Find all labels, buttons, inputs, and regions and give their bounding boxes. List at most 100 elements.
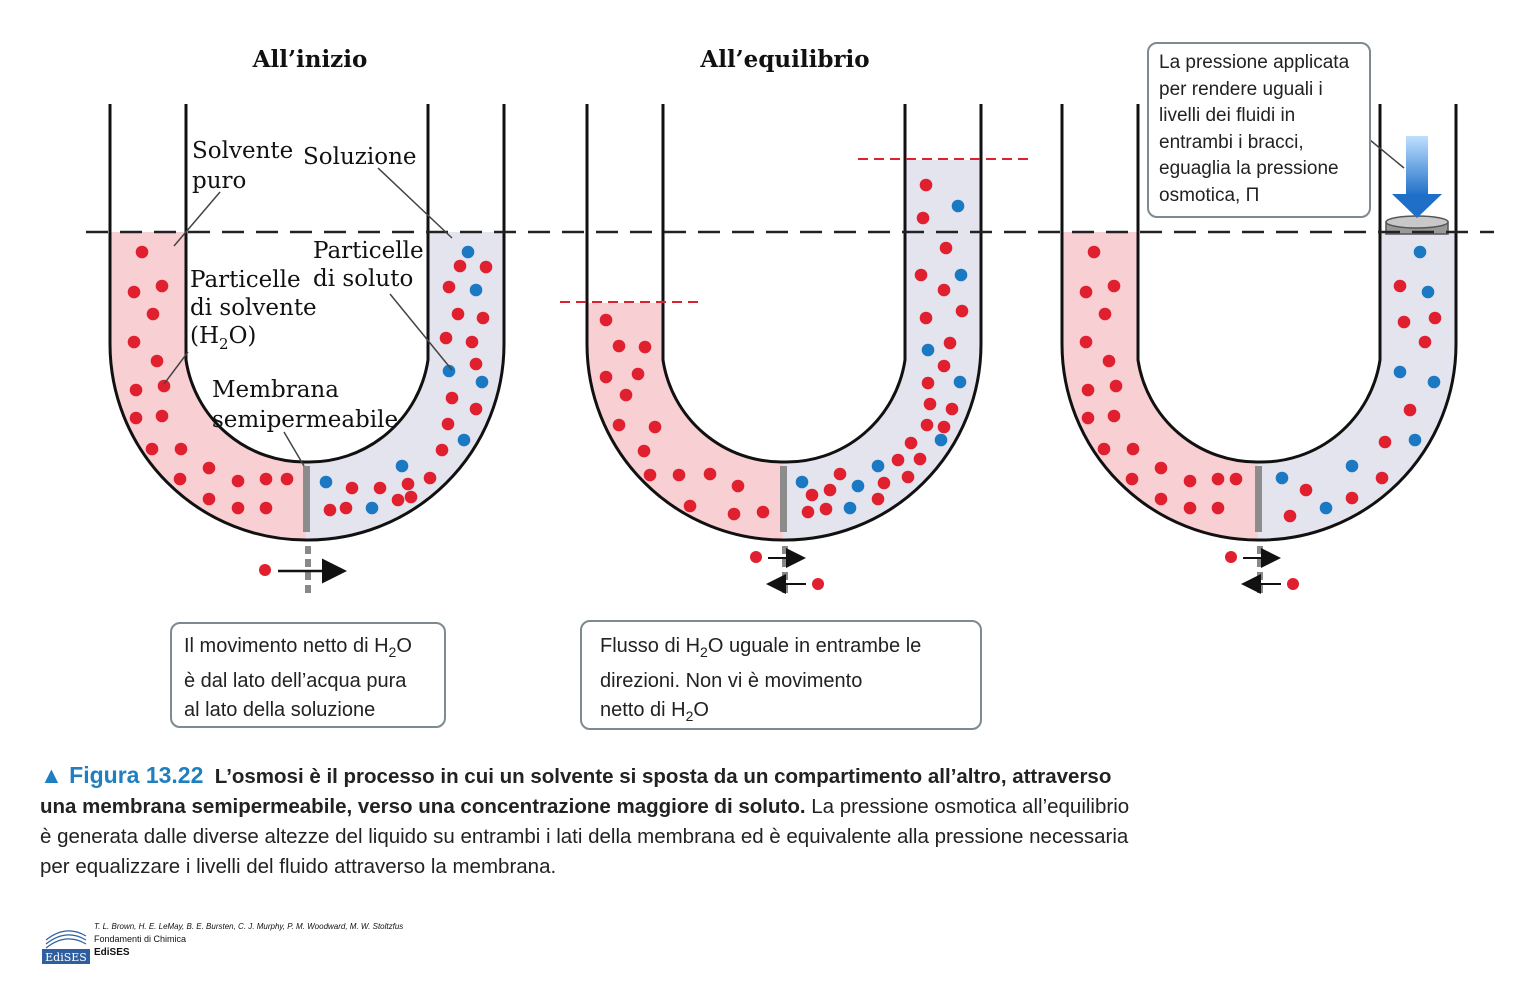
solvent-particle (801, 505, 815, 519)
solvent-particle (259, 472, 273, 486)
pressure-arrow-icon (1392, 136, 1442, 218)
solvent-particle (919, 311, 933, 325)
solute-particle (442, 364, 456, 378)
equal-flow-box: Flusso di H2O uguale in entrambe le dire… (580, 620, 982, 730)
solvent-particle (173, 472, 187, 486)
box-text: direzioni. Non vi è movimento (600, 670, 863, 692)
solvent-particle (231, 474, 245, 488)
solvent-particle (823, 483, 837, 497)
tube-inner-wall (184, 104, 430, 464)
solvent-particle (479, 260, 493, 274)
solvent-particle (451, 307, 465, 321)
solvent-particle (1079, 285, 1093, 299)
solvent-particle (631, 367, 645, 381)
box-text: Il movimento netto di H (184, 635, 389, 657)
solvent-particle (1397, 315, 1411, 329)
solvent-particle (1102, 354, 1116, 368)
solvent-particle (1211, 472, 1225, 486)
solvent-particle (391, 493, 405, 507)
solvent-particle (1081, 411, 1095, 425)
publisher-logo: EdiSES (42, 920, 90, 964)
box-text: è dal lato dell’acqua pura (184, 670, 407, 692)
solvent-particle (683, 499, 697, 513)
box-text: La pressione applicata (1159, 52, 1350, 73)
box-text: osmotica, Π (1159, 184, 1260, 206)
solvent-particle (174, 442, 188, 456)
box-subscript: 2 (700, 644, 708, 660)
solvent-particle (599, 370, 613, 384)
solute-particle (795, 475, 809, 489)
label-membrane-1: Membrana (212, 377, 339, 403)
solvent-particle (877, 476, 891, 490)
solvent-particle (127, 285, 141, 299)
tube-outer-wall (585, 104, 983, 542)
solute-particle (1413, 245, 1427, 259)
solvent-particle (916, 211, 930, 225)
label-solvent-particles-2: di solvente (190, 295, 317, 321)
solvent-particle (259, 501, 273, 515)
solution-fill (1258, 232, 1456, 541)
solute-particle (954, 268, 968, 282)
osmosis-diagram: All’inizio All’equilibrio (86, 46, 1494, 596)
solute-particle (365, 501, 379, 515)
solvent-particle (469, 402, 483, 416)
solute-particle (469, 283, 483, 297)
solvent-particle (1183, 501, 1197, 515)
solvent-particle (373, 481, 387, 495)
solvent-particle (937, 420, 951, 434)
solvent-particle (731, 479, 745, 493)
leader-lines (163, 139, 1405, 467)
box-text: al lato della soluzione (184, 699, 376, 721)
solvent-particle (445, 391, 459, 405)
solvent-particle (1418, 335, 1432, 349)
solvent-particle (648, 420, 662, 434)
solvent-particle (871, 492, 885, 506)
caption-bold: L’osmosi è il processo in cui un solvent… (40, 765, 1112, 818)
solute-particle (457, 433, 471, 447)
solvent-particle (465, 335, 479, 349)
pure-solvent-fill (1062, 232, 1258, 540)
applied-pressure-box: La pressione applicata per rendere ugual… (1147, 42, 1371, 218)
publisher-footer: EdiSES T. L. Brown, H. E. LeMay, B. E. B… (42, 920, 442, 970)
label-pure-solvent-1: Solvente (192, 138, 293, 164)
solvent-particle (638, 340, 652, 354)
box-text: livelli dei fluidi in (1159, 105, 1296, 126)
figure-label: ▲ Figura 13.22 (40, 762, 204, 788)
solvent-particle (805, 488, 819, 502)
label-pure-solvent-2: puro (192, 168, 246, 194)
solvent-particle (727, 507, 741, 521)
solute-particle (1421, 285, 1435, 299)
solvent-particle (1378, 435, 1392, 449)
solute-particle (851, 479, 865, 493)
solute-particle (951, 199, 965, 213)
solute-particle (1345, 459, 1359, 473)
solvent-particle (345, 481, 359, 495)
solvent-particle (280, 472, 294, 486)
membrane-flow-initial (259, 546, 347, 596)
solvent-particle (1229, 472, 1243, 486)
box-text: entrambi i bracci, (1159, 131, 1304, 153)
solvent-particle (145, 442, 159, 456)
solvent-particle (404, 490, 418, 504)
solvent-particle (435, 443, 449, 457)
membrane (1255, 466, 1262, 532)
box-text: netto di H (600, 699, 686, 721)
solute-particle (1408, 433, 1422, 447)
solvent-particle (1403, 403, 1417, 417)
solvent-particle (703, 467, 717, 481)
solute-particle (871, 459, 885, 473)
tube-inner-wall (1136, 104, 1382, 464)
label-solvent-particles-3: (H2O) (190, 323, 256, 353)
solvent-particle (937, 283, 951, 297)
solvent-particle (1345, 491, 1359, 505)
solute-particle (1275, 471, 1289, 485)
solvent-particle (442, 280, 456, 294)
solvent-particle (1098, 307, 1112, 321)
membrane (780, 466, 787, 532)
solvent-particle (1154, 492, 1168, 506)
solute-particle (843, 501, 857, 515)
box-text: per rendere uguali i (1159, 78, 1323, 100)
solvent-particle (943, 336, 957, 350)
solvent-particle (1125, 472, 1139, 486)
pure-solvent-fill (110, 232, 306, 540)
